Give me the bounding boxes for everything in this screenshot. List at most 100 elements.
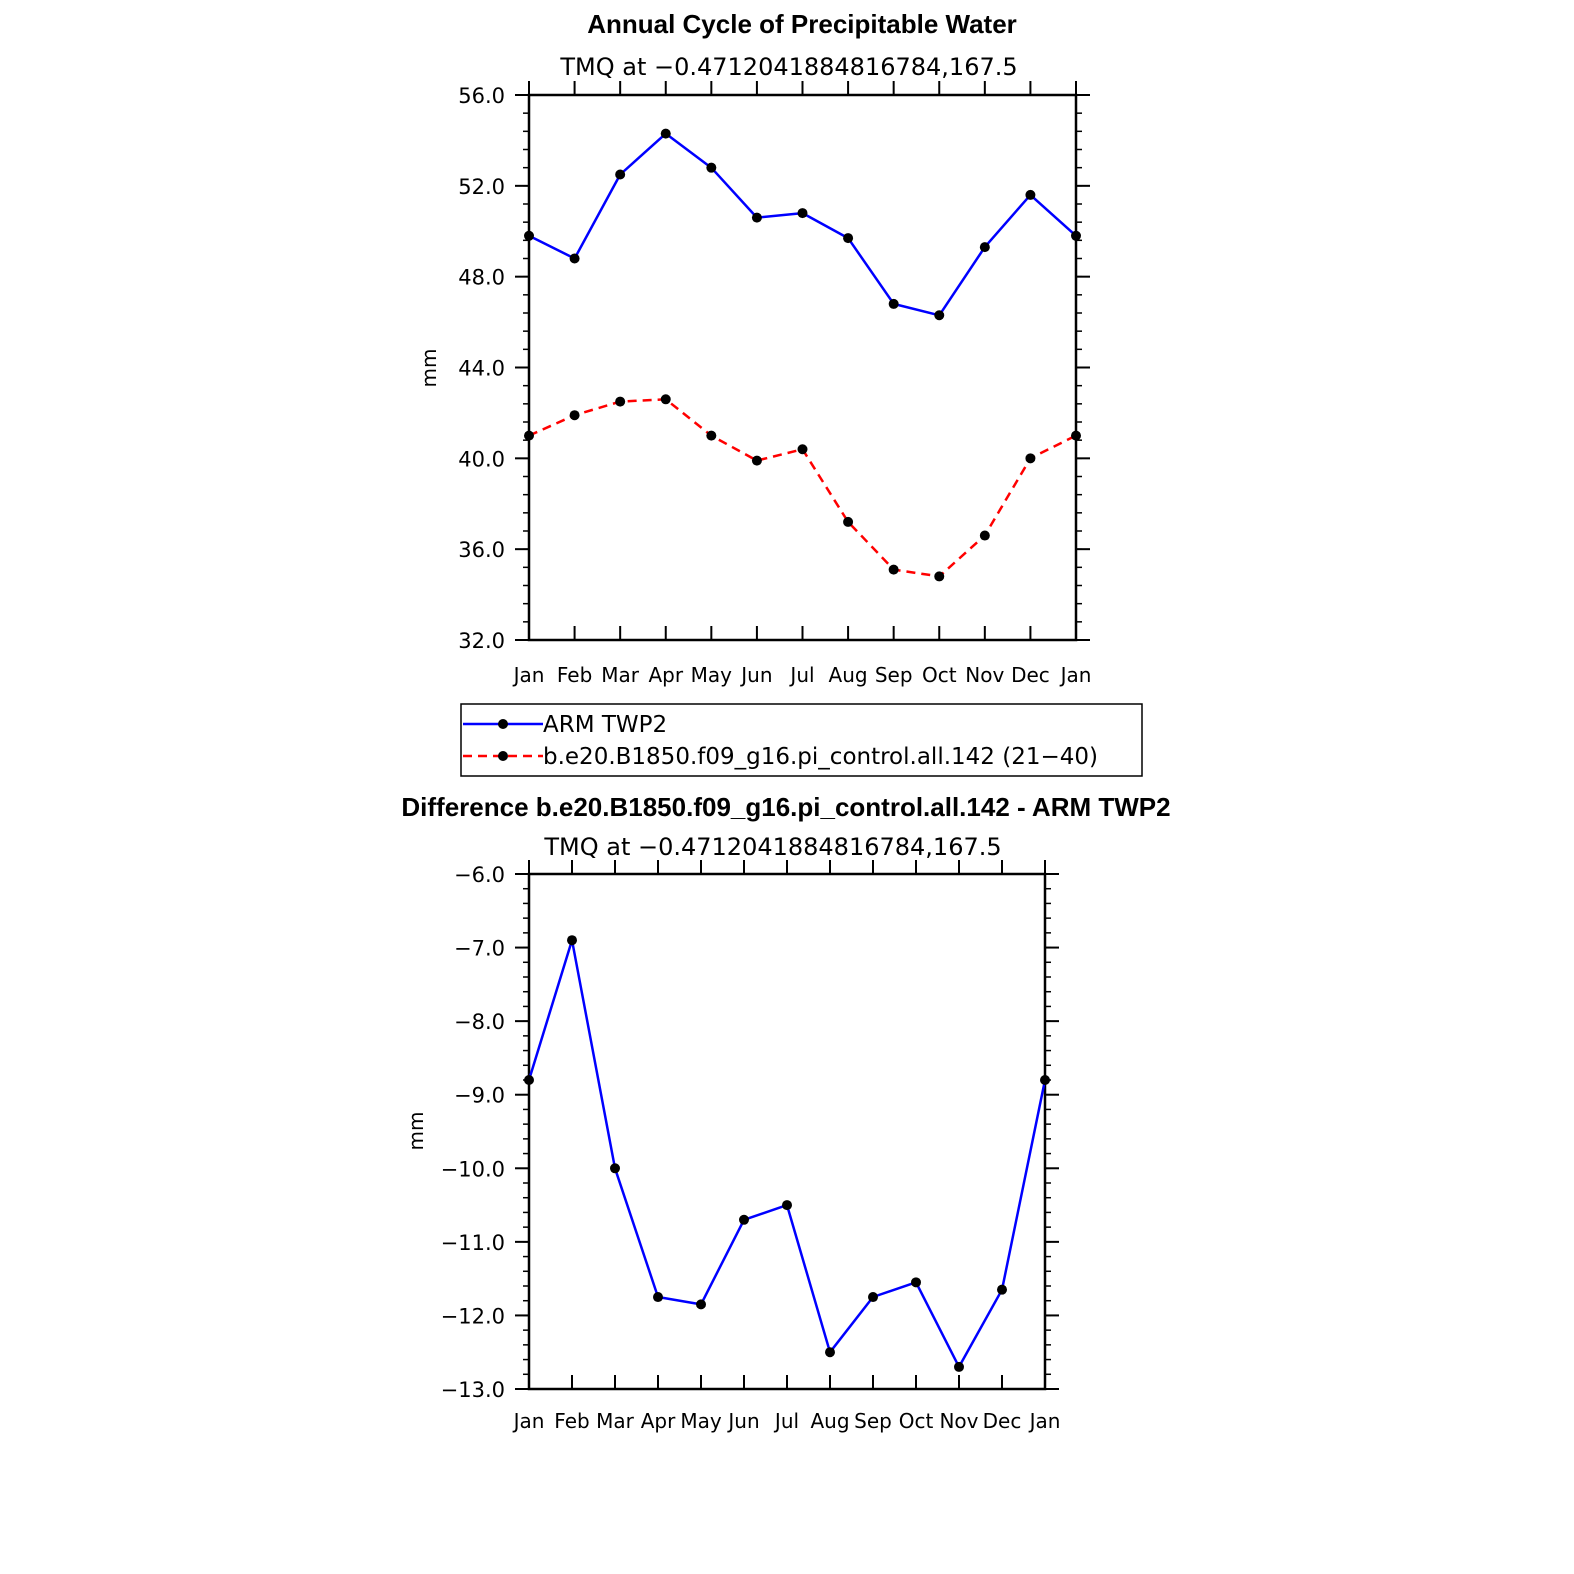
legend: ARM TWP2 b.e20.B1850.f09_g16.pi_control.… (460, 703, 1143, 777)
y-tick-label: 44.0 (458, 357, 505, 381)
x-tick-label: Jan (512, 1409, 545, 1433)
data-point (1025, 453, 1036, 464)
x-tick-label: May (691, 663, 733, 687)
data-point (524, 230, 534, 241)
x-tick-label: Sep (875, 663, 913, 687)
y-tick-label: −10.0 (441, 1157, 505, 1181)
data-point (660, 394, 671, 405)
x-tick-label: Dec (983, 1409, 1022, 1433)
x-tick-label: Aug (810, 1409, 849, 1433)
data-point (782, 1200, 792, 1211)
x-tick-labels: Jan Feb Mar Apr May Jun Jul Aug Sep Oct Nov Dec Jan (512, 1409, 1061, 1433)
legend-marker-arm-twp2 (498, 719, 508, 729)
y-tick-label: −13.0 (441, 1378, 505, 1402)
x-tick-label: Nov (939, 1409, 978, 1433)
data-point (569, 253, 580, 264)
annual-cycle-panel: Annual Cycle of Precipitable Water TMQ a… (417, 9, 1091, 687)
x-tick-label: Feb (557, 663, 592, 687)
data-point (615, 396, 626, 407)
x-tick-label: Aug (829, 663, 868, 687)
chart-subtitle: TMQ at −0.4712041884816784,167.5 (559, 53, 1017, 81)
data-point (751, 455, 762, 466)
data-point (1071, 230, 1081, 241)
y-tick-label: −9.0 (454, 1084, 505, 1108)
data-point (934, 310, 945, 321)
data-point (653, 1292, 663, 1303)
data-point (911, 1277, 921, 1288)
data-point (569, 410, 580, 421)
data-point (706, 162, 717, 173)
x-tick-label: Jan (1028, 1409, 1061, 1433)
y-tick-labels: −13.0 −12.0 −11.0 −10.0 −9.0 −8.0 −7.0 −6.0 (441, 863, 505, 1402)
x-tick-label: Nov (965, 663, 1004, 687)
series-line-0 (528, 132, 1077, 317)
data-point (1071, 430, 1081, 441)
difference-panel: Difference b.e20.B1850.f09_g16.pi_contro… (401, 792, 1170, 1433)
plot-frame (527, 93, 1078, 642)
data-point (696, 1299, 706, 1310)
y-axis-title: mm (417, 349, 441, 388)
data-point (567, 935, 577, 946)
data-point (888, 298, 899, 309)
x-tick-label: Jun (726, 1409, 759, 1433)
legend-label-model: b.e20.B1850.f09_g16.pi_control.all.142 (… (543, 744, 1098, 770)
data-point (954, 1361, 964, 1372)
tick-marks (515, 860, 1059, 1390)
data-point (979, 242, 990, 253)
x-tick-labels: Jan Feb Mar Apr May Jun Jul Aug Sep Oct Nov Dec Jan (512, 663, 1092, 687)
data-point (868, 1292, 878, 1303)
data-point (1025, 189, 1036, 200)
x-tick-label: Mar (601, 663, 640, 687)
y-tick-label: 40.0 (458, 447, 505, 471)
data-point (843, 233, 854, 244)
data-point (979, 530, 990, 541)
chart-subtitle: TMQ at −0.4712041884816784,167.5 (543, 833, 1001, 861)
series-lines (528, 132, 1077, 578)
series-line-1 (528, 398, 1077, 578)
x-tick-label: Feb (554, 1409, 589, 1433)
data-point (706, 430, 717, 441)
data-point (524, 430, 534, 441)
data-point (825, 1347, 835, 1358)
data-point (797, 444, 808, 455)
plot-frame (527, 872, 1047, 1391)
x-tick-label: Oct (899, 1409, 934, 1433)
x-tick-label: Jul (773, 1409, 799, 1433)
data-point (1040, 1075, 1050, 1085)
data-point (660, 128, 671, 139)
x-tick-label: Jun (739, 663, 772, 687)
x-tick-label: Sep (854, 1409, 892, 1433)
y-tick-labels: 32.0 36.0 40.0 44.0 48.0 52.0 56.0 (458, 84, 505, 653)
chart-title: Annual Cycle of Precipitable Water (587, 9, 1017, 39)
x-tick-label: Mar (596, 1409, 635, 1433)
y-tick-label: −6.0 (454, 863, 505, 887)
x-tick-label: Apr (641, 1409, 676, 1433)
chart-title: Difference b.e20.B1850.f09_g16.pi_contro… (401, 792, 1170, 822)
x-tick-label: Dec (1011, 663, 1050, 687)
series-points (524, 128, 1081, 582)
data-point (610, 1163, 620, 1174)
x-tick-label: Jul (788, 663, 814, 687)
y-tick-label: 52.0 (458, 175, 505, 199)
data-point (797, 208, 808, 219)
data-point (997, 1284, 1007, 1295)
data-point (934, 571, 945, 582)
x-tick-label: Jan (1059, 663, 1092, 687)
data-point (615, 169, 626, 180)
series-line-0 (527, 938, 1047, 1369)
data-point (888, 564, 899, 575)
x-tick-label: Oct (922, 663, 957, 687)
legend-marker-model (498, 751, 508, 761)
y-tick-label: −8.0 (454, 1010, 505, 1034)
x-tick-label: Jan (512, 663, 545, 687)
y-tick-label: −11.0 (441, 1231, 505, 1255)
data-point (739, 1214, 749, 1225)
x-tick-label: May (680, 1409, 722, 1433)
tick-marks (515, 81, 1090, 641)
y-tick-label: 36.0 (458, 538, 505, 562)
series-lines (527, 938, 1047, 1369)
data-point (524, 1075, 534, 1085)
data-point (751, 212, 762, 223)
legend-box (460, 703, 1143, 777)
